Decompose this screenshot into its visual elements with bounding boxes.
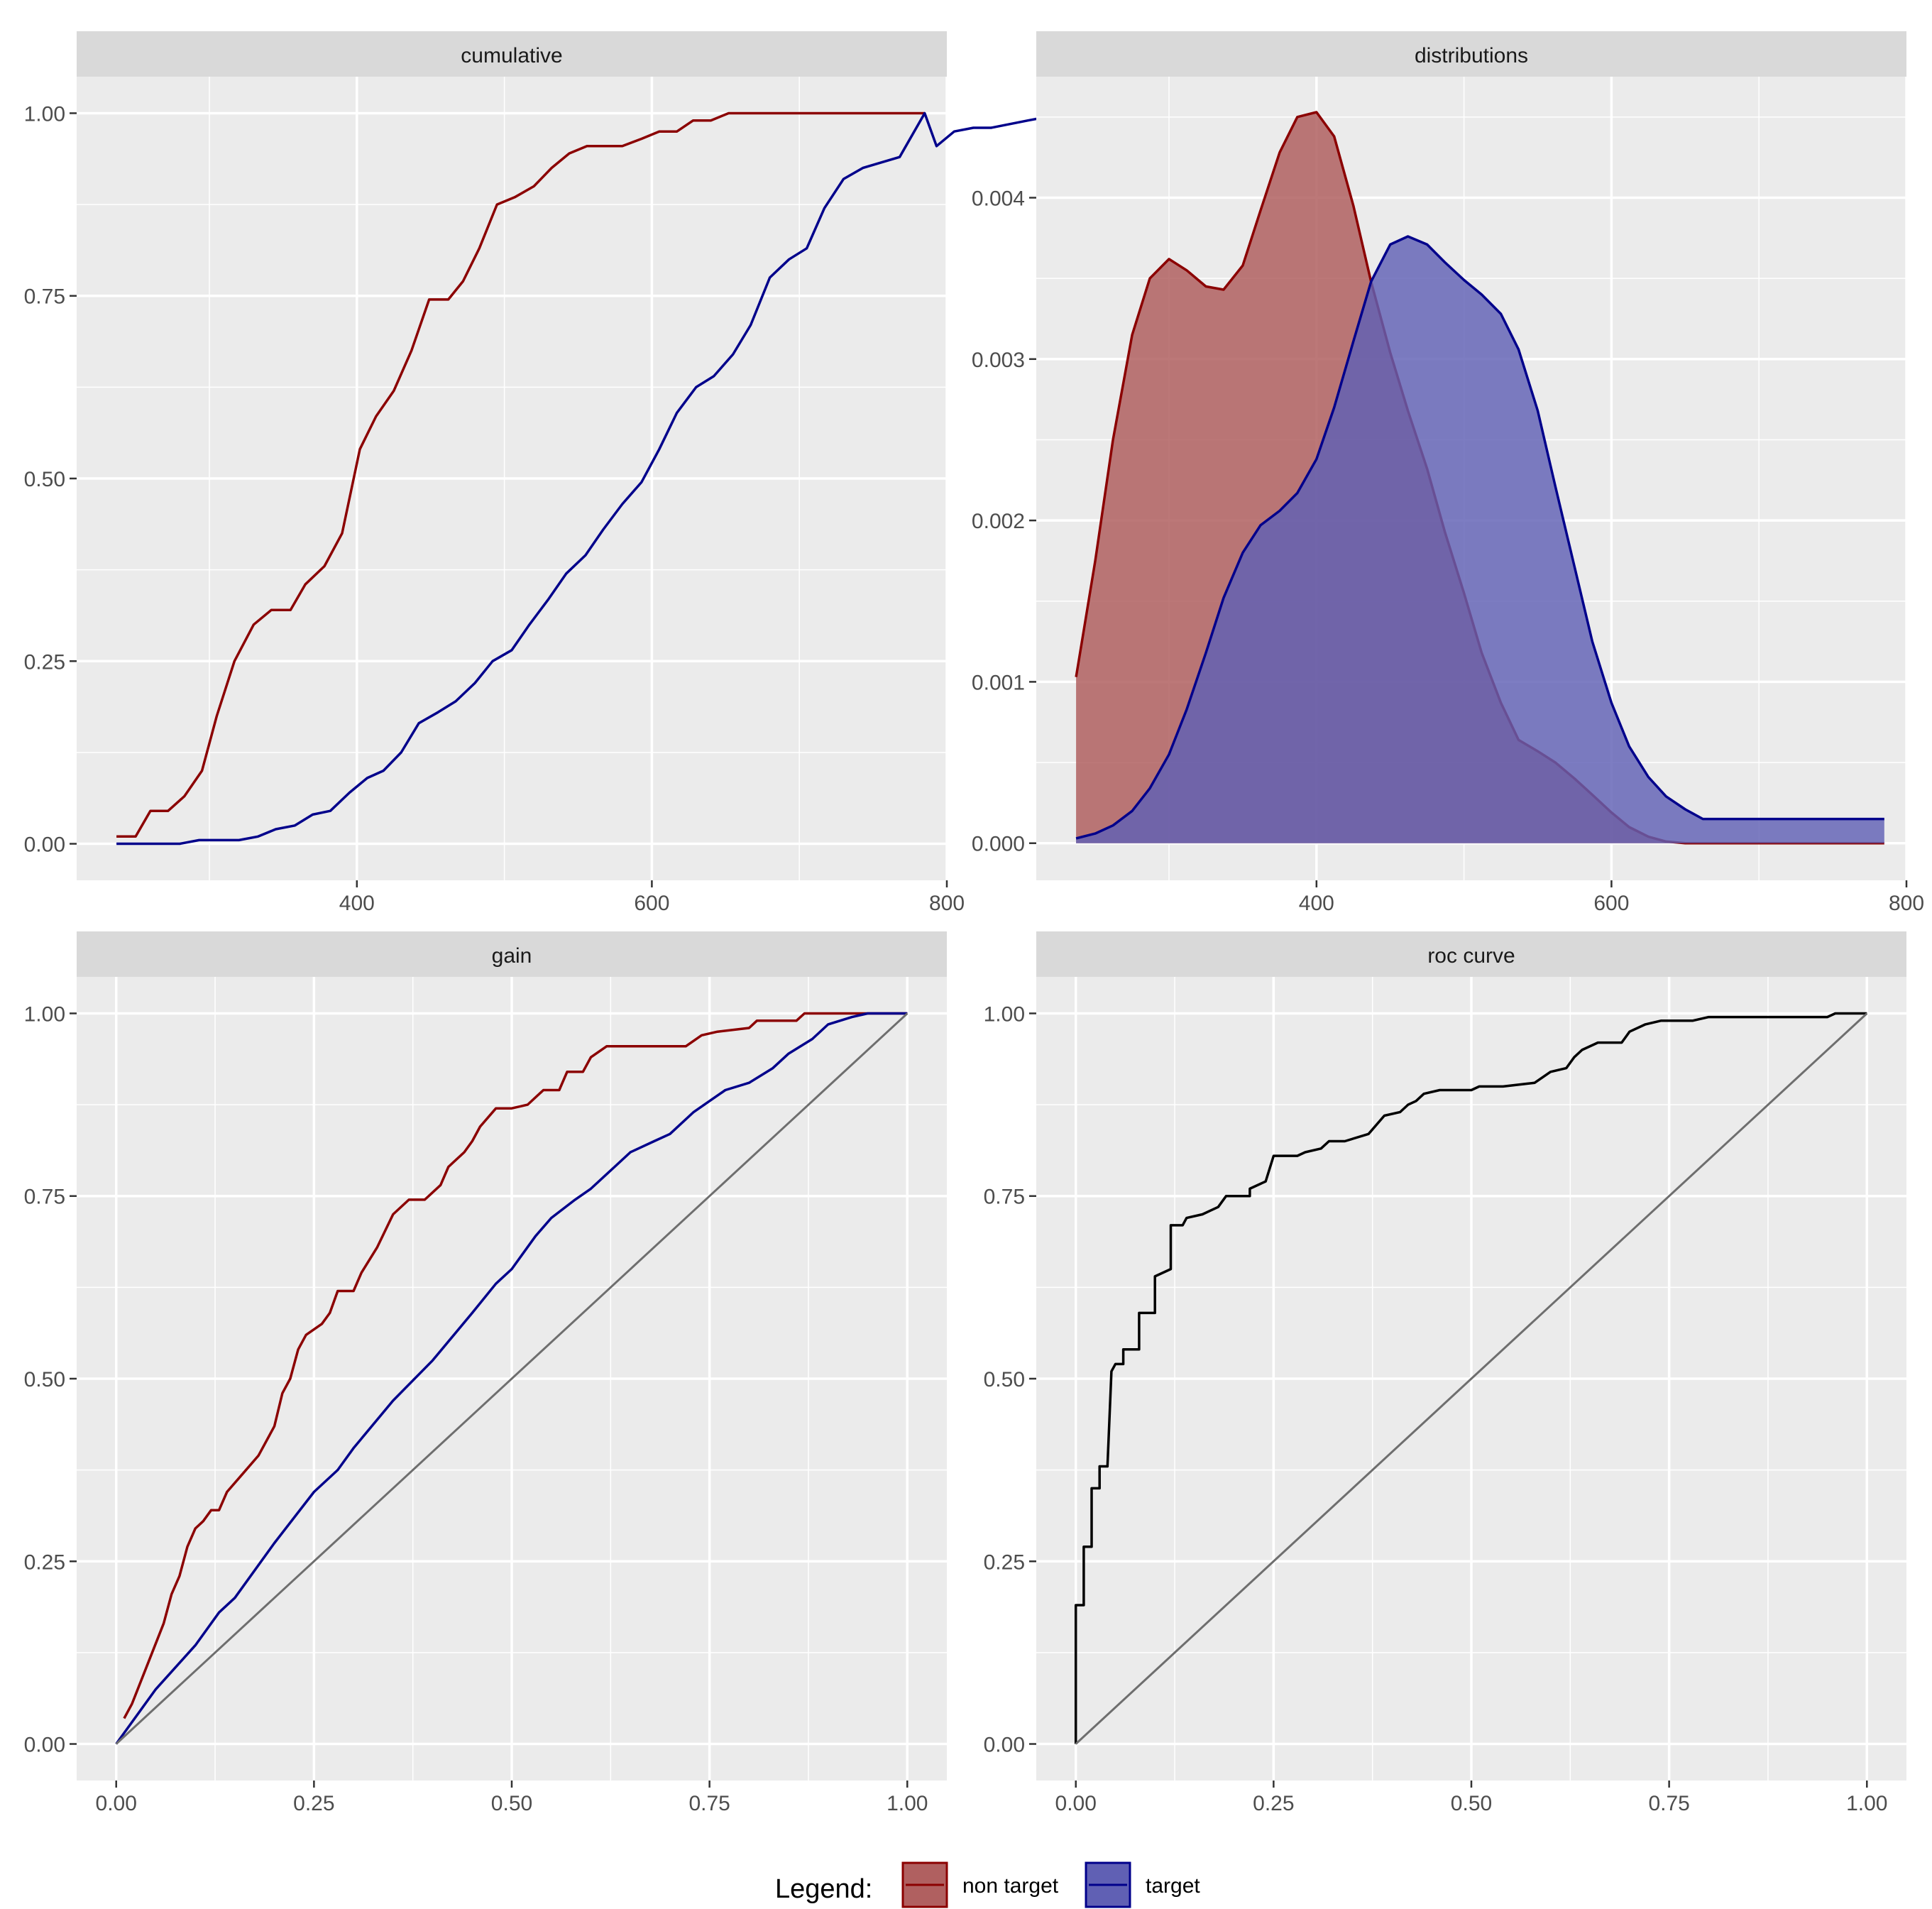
strip-gain <box>77 931 947 977</box>
y-tick-label-0: 0.00 <box>24 1734 65 1757</box>
series-distributions <box>1075 111 1884 845</box>
y-axis-cumulative: 0.00 0.25 0.50 0.75 1.00 <box>24 102 77 857</box>
series-line-non-target <box>116 111 925 838</box>
x-tick-label-4: 1.00 <box>887 1792 928 1815</box>
y-axis-roc: 0.00 0.25 0.50 0.75 1.00 <box>984 1002 1036 1757</box>
x-axis-cumulative: 400 600 800 <box>339 880 965 915</box>
x-tick-label-1: 600 <box>634 892 669 915</box>
y-tick-label-4: 0.004 <box>972 187 1025 210</box>
series-roc <box>1074 1012 1868 1745</box>
series-cumulative <box>116 111 1085 846</box>
y-tick-label-2: 0.50 <box>24 1368 65 1391</box>
y-tick-label-2: 0.50 <box>24 468 65 491</box>
x-axis-roc: 0.00 0.25 0.50 0.75 1.00 <box>1055 1781 1887 1815</box>
y-tick-label-1: 0.25 <box>24 1550 65 1574</box>
y-tick-label-0: 0.000 <box>972 833 1025 856</box>
series-line-target <box>115 1012 908 1745</box>
y-axis-gain: 0.00 0.25 0.50 0.75 1.00 <box>24 1002 77 1757</box>
x-axis-gain: 0.00 0.25 0.50 0.75 1.00 <box>96 1781 928 1815</box>
y-tick-label-1: 0.25 <box>984 1550 1025 1574</box>
x-tick-label-2: 0.50 <box>491 1792 532 1815</box>
series-line-target <box>116 111 1085 846</box>
series-line-roc <box>1074 1012 1867 1744</box>
strip-title-gain: gain <box>492 944 532 968</box>
x-tick-label-2: 0.50 <box>1451 1792 1492 1815</box>
x-tick-label-2: 800 <box>1889 892 1924 915</box>
y-tick-label-3: 0.75 <box>24 285 65 309</box>
y-tick-label-1: 0.001 <box>972 671 1025 694</box>
strip-title-roc: roc curve <box>1427 944 1515 968</box>
x-tick-label-1: 0.25 <box>293 1792 334 1815</box>
panel-gain: gain 0.00 0.25 0.50 0.75 1.00 0.000.250.500.… <box>24 931 947 1815</box>
x-tick-label-1: 0.25 <box>1253 1792 1294 1815</box>
legend: Legend: non target target <box>775 1861 1200 1908</box>
x-tick-label-3: 0.75 <box>1648 1792 1689 1815</box>
x-tick-label-0: 0.00 <box>96 1792 137 1815</box>
grid-major-gain <box>77 977 947 1781</box>
y-tick-label-3: 0.75 <box>984 1186 1025 1209</box>
x-tick-label-1: 600 <box>1593 892 1629 915</box>
y-tick-label-3: 0.75 <box>24 1186 65 1209</box>
y-tick-label-4: 1.00 <box>984 1002 1025 1026</box>
x-tick-label-4: 1.00 <box>1846 1792 1887 1815</box>
strip-roc <box>1036 931 1906 977</box>
density-line-target <box>1075 235 1884 840</box>
strip-title-cumulative: cumulative <box>461 44 562 67</box>
x-tick-label-2: 800 <box>929 892 965 915</box>
y-tick-label-4: 1.00 <box>24 102 65 126</box>
y-tick-label-0: 0.00 <box>24 833 65 857</box>
x-tick-label-3: 0.75 <box>688 1792 730 1815</box>
panel-roc: roc curve 0.00 0.25 0.50 0.75 1.00 0.000.250… <box>984 931 1906 1815</box>
density-area-target <box>1076 236 1884 843</box>
legend-label-non-target: non target <box>962 1874 1059 1898</box>
panel-cumulative: cumulative 400 600 800 0.00 0.25 0.50 0.75 1.0… <box>24 31 1085 915</box>
y-axis-distributions: 0.000 0.001 0.002 0.003 0.004 <box>972 187 1036 856</box>
y-tick-label-2: 0.50 <box>984 1368 1025 1391</box>
legend-label-target: target <box>1146 1874 1200 1898</box>
x-tick-label-0: 400 <box>339 892 375 915</box>
series-line-diagonal <box>115 1012 909 1745</box>
x-tick-label-0: 0.00 <box>1055 1792 1097 1815</box>
strip-distributions <box>1036 31 1906 77</box>
strip-title-distributions: distributions <box>1415 44 1528 67</box>
y-tick-label-3: 0.003 <box>972 349 1025 372</box>
y-tick-label-4: 1.00 <box>24 1002 65 1026</box>
series-gain <box>115 1012 909 1745</box>
series-line-diagonal <box>1075 1012 1868 1745</box>
panel-distributions: distributions 400 600 800 0.0000.0010.0020… <box>972 31 1924 915</box>
legend-key-non-target <box>901 1861 948 1908</box>
series-line-non-target <box>123 1012 908 1719</box>
strip-cumulative <box>77 31 947 77</box>
x-tick-label-0: 400 <box>1299 892 1334 915</box>
legend-key-target <box>1085 1861 1131 1908</box>
y-tick-label-0: 0.00 <box>984 1734 1025 1757</box>
x-axis-distributions: 400 600 800 <box>1299 880 1924 915</box>
grid-major-cumulative <box>77 77 948 880</box>
legend-title: Legend: <box>775 1874 872 1904</box>
y-tick-label-1: 0.25 <box>24 650 65 674</box>
y-tick-label-2: 0.002 <box>972 510 1025 533</box>
